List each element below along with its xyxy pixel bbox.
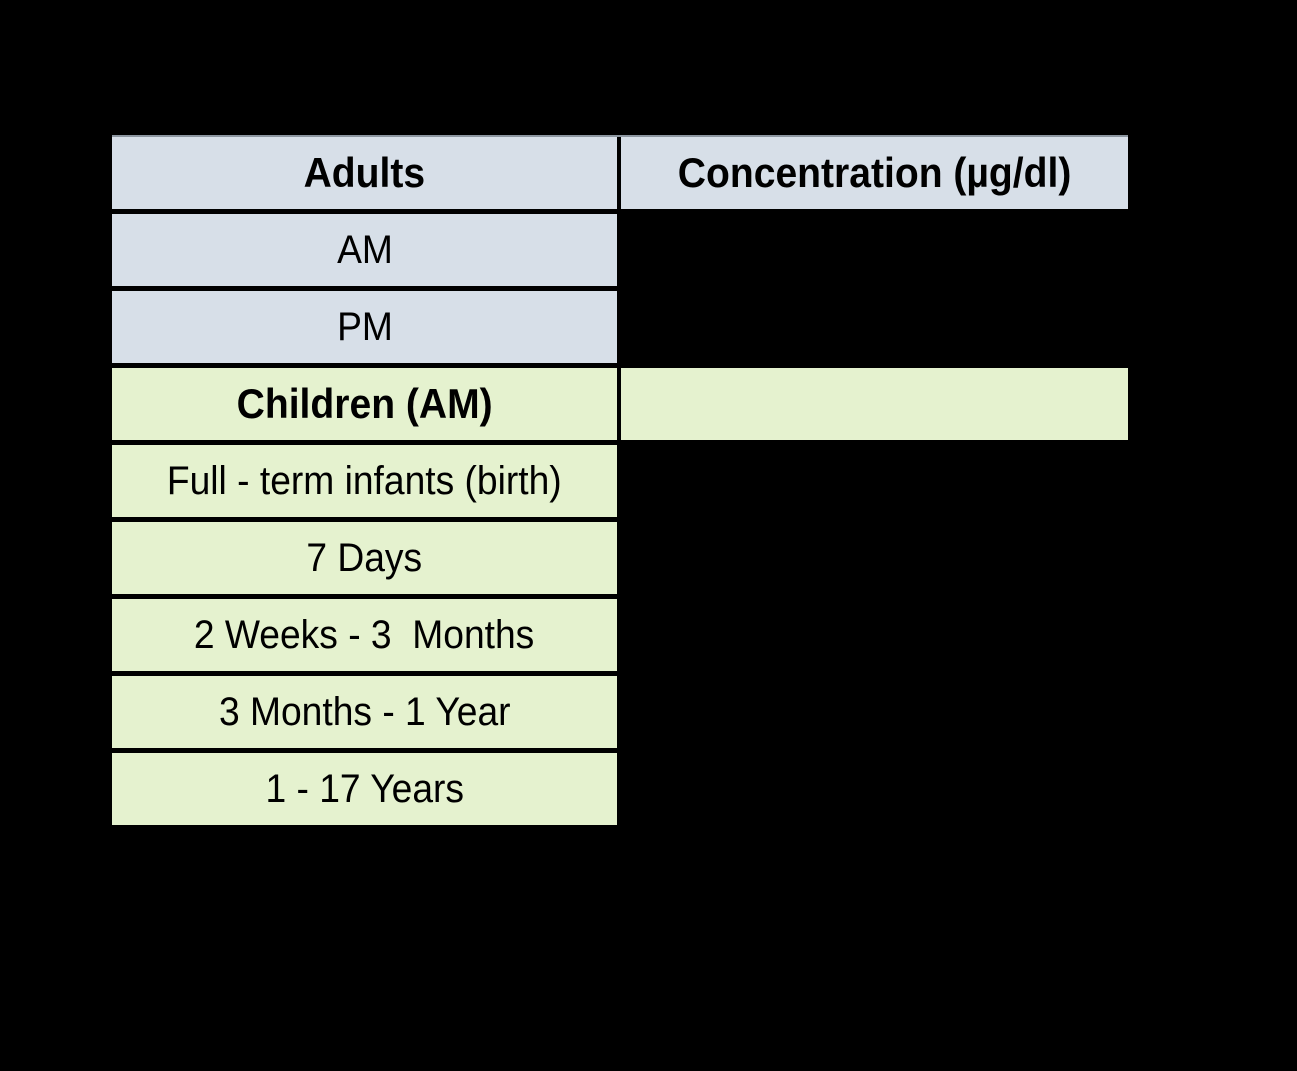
row-label: 7 Days xyxy=(306,536,423,580)
row-label-cell: AM xyxy=(112,214,617,286)
row-label: Full - term infants (birth) xyxy=(167,459,562,503)
column-header-adults: Adults xyxy=(112,137,617,209)
row-label: 2 Weeks - 3 Months xyxy=(194,613,535,657)
concentration-table: Adults Concentration (µg/dl) AM PM Child… xyxy=(112,135,1128,825)
row-label: PM xyxy=(336,305,393,349)
row-label-cell: 1 - 17 Years xyxy=(112,753,617,825)
row-label-cell: 2 Weeks - 3 Months xyxy=(112,599,617,671)
row-label: Children (AM) xyxy=(236,380,493,427)
column-header-adults-label: Adults xyxy=(303,149,426,196)
row-value-cell xyxy=(621,291,1128,363)
row-value-cell xyxy=(621,368,1128,440)
row-value-cell xyxy=(621,676,1128,748)
row-label-cell: 7 Days xyxy=(112,522,617,594)
row-label-cell: PM xyxy=(112,291,617,363)
row-label-cell: Full - term infants (birth) xyxy=(112,445,617,517)
column-header-concentration-label: Concentration (µg/dl) xyxy=(677,149,1072,196)
row-label-cell: 3 Months - 1 Year xyxy=(112,676,617,748)
row-value-cell xyxy=(621,445,1128,517)
row-value-cell xyxy=(621,599,1128,671)
row-value-cell xyxy=(621,753,1128,825)
table-grid: Adults Concentration (µg/dl) AM PM Child… xyxy=(112,137,1128,825)
row-value-cell xyxy=(621,214,1128,286)
row-label: 3 Months - 1 Year xyxy=(218,690,511,734)
row-label: 1 - 17 Years xyxy=(265,767,464,811)
row-label: AM xyxy=(336,228,393,272)
row-value-cell xyxy=(621,522,1128,594)
column-header-concentration: Concentration (µg/dl) xyxy=(621,137,1128,209)
row-label-cell: Children (AM) xyxy=(112,368,617,440)
